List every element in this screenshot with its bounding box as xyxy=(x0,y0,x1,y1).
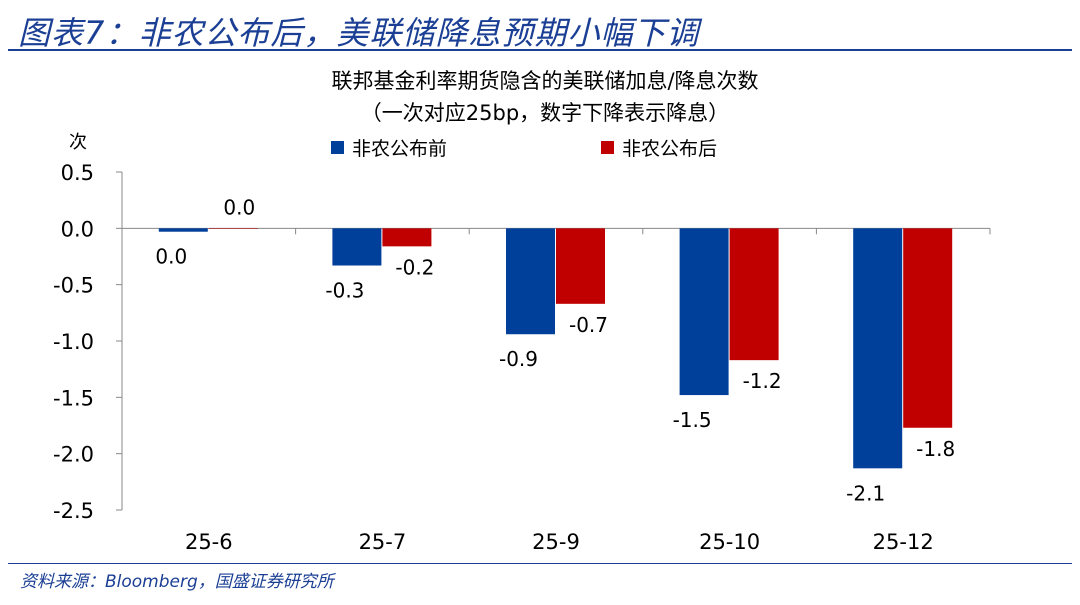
bar-before xyxy=(332,228,382,266)
legend-swatch-after xyxy=(601,141,614,154)
data-label: -0.7 xyxy=(569,313,608,337)
data-label: -1.8 xyxy=(916,437,955,461)
data-label: -0.3 xyxy=(325,279,364,303)
x-tick-label: 25-7 xyxy=(359,530,407,554)
bar-after xyxy=(903,228,953,428)
data-label: -2.1 xyxy=(846,481,885,505)
bar-after xyxy=(556,228,605,304)
bar-after xyxy=(729,228,779,361)
bar-before xyxy=(158,228,208,232)
data-label: -0.9 xyxy=(499,347,538,371)
legend: 非农公布前 非农公布后 xyxy=(331,138,717,160)
legend-label-after: 非农公布后 xyxy=(622,138,717,160)
x-tick-label: 25-10 xyxy=(699,530,760,554)
y-tick-label: -1.5 xyxy=(53,386,94,410)
data-label: -1.2 xyxy=(743,369,782,393)
y-tick-label: 0.0 xyxy=(61,217,94,241)
y-axis-label: 次 xyxy=(69,132,87,153)
footer-divider xyxy=(8,563,1072,564)
x-tick-label: 25-6 xyxy=(185,530,233,554)
bar-before xyxy=(679,228,729,396)
y-tick-label: -0.5 xyxy=(53,274,94,298)
y-tick-label: 0.5 xyxy=(61,161,94,185)
bar-before xyxy=(506,228,555,335)
data-label: -1.5 xyxy=(673,408,712,432)
header-divider xyxy=(8,49,1072,51)
data-label: 0.0 xyxy=(223,195,255,219)
y-tick-label: -2.5 xyxy=(53,499,94,523)
x-tick-label: 25-9 xyxy=(532,530,580,554)
bar-after xyxy=(382,228,432,247)
chart-title: 联邦基金利率期货隐含的美联储加息/降息次数 xyxy=(331,69,758,93)
data-label: 0.0 xyxy=(155,245,187,269)
bar-after xyxy=(208,228,258,229)
legend-label-before: 非农公布前 xyxy=(352,138,447,160)
legend-swatch-before xyxy=(331,141,344,154)
x-tick-label: 25-12 xyxy=(873,530,934,554)
figure-title: 图表7：非农公布后，美联储降息预期小幅下调 xyxy=(18,14,700,52)
y-tick-label: -2.0 xyxy=(53,443,94,467)
bar-before xyxy=(853,228,903,469)
chart-subtitle: （一次对应25bp，数字下降表示降息） xyxy=(361,101,729,125)
header: 图表7：非农公布后，美联储降息预期小幅下调 xyxy=(0,0,1080,52)
source-note: 资料来源：Bloomberg，国盛证券研究所 xyxy=(20,572,334,592)
y-tick-label: -1.0 xyxy=(53,330,94,354)
data-label: -0.2 xyxy=(395,255,434,279)
